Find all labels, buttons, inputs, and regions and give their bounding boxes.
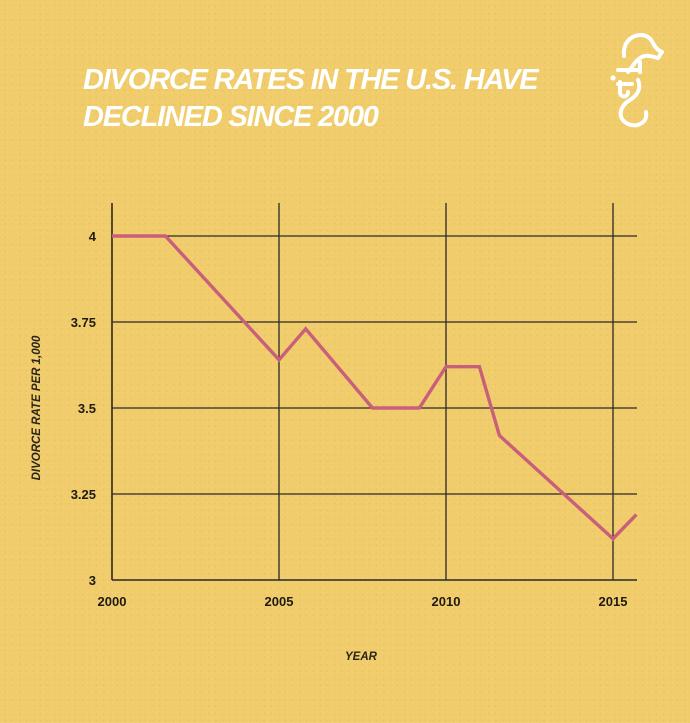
y-tick-label: 3.25 (71, 487, 96, 502)
x-tick-label: 2010 (432, 594, 461, 609)
title-line-1: DIVORCE RATES IN THE U.S. HAVE (83, 64, 539, 96)
x-tick-label: 2015 (599, 594, 628, 609)
seahorse-logo-icon (610, 33, 664, 128)
y-tick-label: 3 (89, 573, 96, 588)
x-axis-title: YEAR (345, 651, 378, 663)
x-tick-label: 2005 (265, 594, 294, 609)
title-line-2: DECLINED SINCE 2000 (83, 101, 379, 133)
divorce-rate-line (112, 234, 638, 542)
y-tick-label: 4 (89, 229, 97, 244)
y-tick-label: 3.75 (71, 315, 96, 330)
y-tick-label: 3.5 (78, 401, 96, 416)
chart-title: DIVORCE RATES IN THE U.S. HAVE DECLINED … (83, 62, 553, 136)
y-axis-title: DIVORCE RATE PER 1,000 (31, 335, 43, 480)
x-tick-label: 2000 (98, 594, 127, 609)
